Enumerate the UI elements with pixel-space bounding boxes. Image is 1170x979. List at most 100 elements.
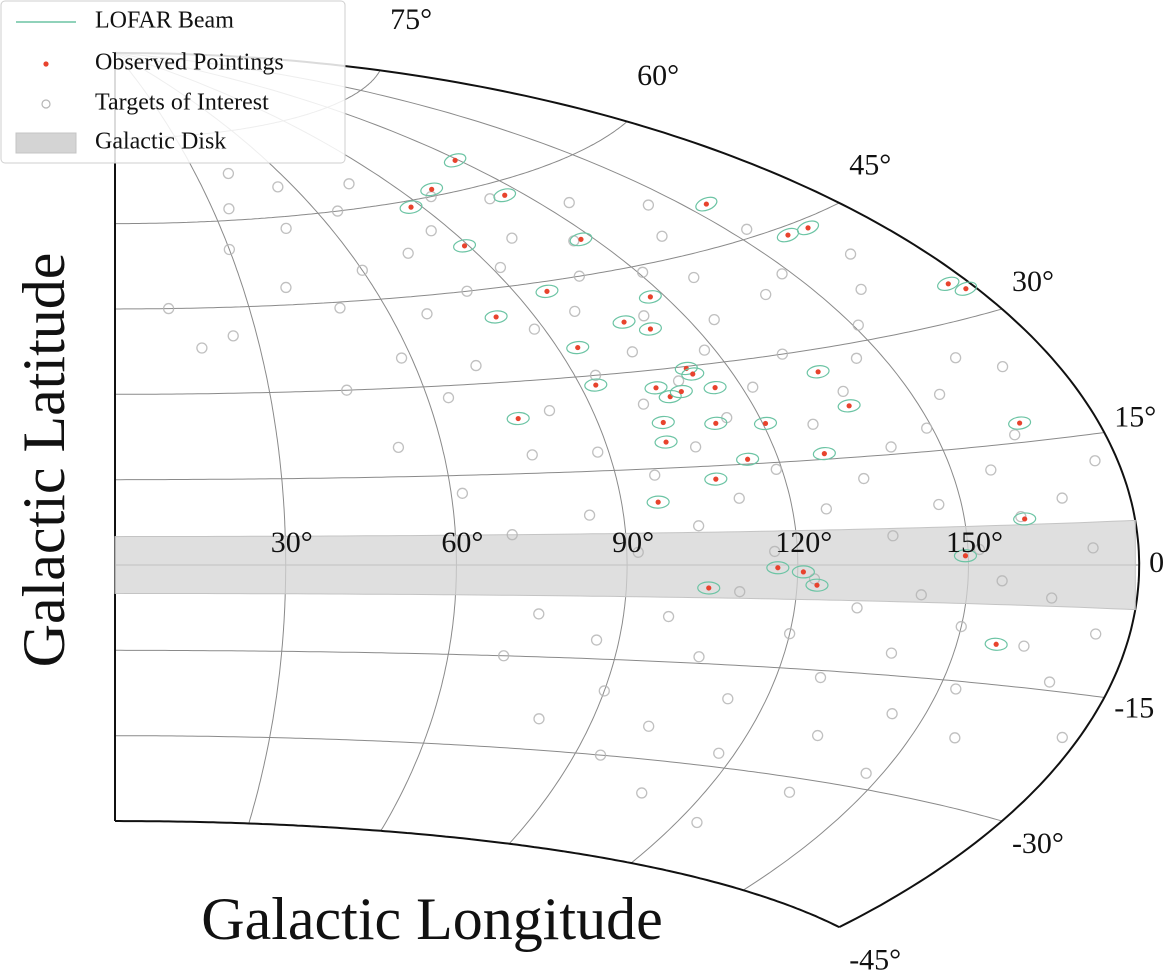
pointing-dot bbox=[461, 243, 468, 249]
target-point bbox=[814, 671, 827, 684]
grid-parallel bbox=[115, 308, 1003, 395]
pointing-dot bbox=[544, 288, 550, 294]
target-point bbox=[708, 313, 720, 326]
disk-layer bbox=[114, 519, 1136, 611]
beam-ellipse bbox=[695, 196, 718, 212]
target-point bbox=[820, 503, 832, 515]
beam-ellipse bbox=[766, 561, 790, 575]
grid-meridian bbox=[114, 52, 970, 891]
x-tick-label: 30° bbox=[271, 526, 313, 559]
pointing-dot bbox=[805, 225, 811, 231]
target-point bbox=[1043, 676, 1056, 688]
target-point bbox=[807, 418, 819, 430]
pointing-dot bbox=[963, 286, 969, 292]
pointing-dot bbox=[821, 451, 827, 457]
target-point bbox=[1009, 429, 1021, 441]
pointing-dot bbox=[762, 420, 769, 427]
legend-label: Targets of Interest bbox=[95, 90, 269, 116]
x-tick-label: 150° bbox=[946, 526, 1003, 559]
grid-layer bbox=[114, 51, 1141, 929]
grid-parallel bbox=[115, 649, 1105, 698]
galactic-disk bbox=[114, 519, 1136, 611]
target-point bbox=[395, 352, 408, 364]
target-point bbox=[776, 268, 788, 280]
target-point bbox=[642, 199, 655, 211]
target-point bbox=[1089, 455, 1101, 467]
pointing-dot bbox=[706, 585, 712, 591]
grid-meridian bbox=[114, 52, 287, 824]
y-tick-label: 30° bbox=[1012, 265, 1054, 298]
legend-label: LOFAR Beam bbox=[95, 8, 234, 34]
beam-ellipse bbox=[674, 361, 698, 376]
target-point bbox=[996, 361, 1009, 373]
target-point bbox=[1046, 592, 1058, 604]
target-point bbox=[844, 248, 857, 260]
y-tick-label: 60° bbox=[637, 59, 679, 92]
target-point bbox=[855, 283, 867, 295]
target-point bbox=[461, 285, 473, 297]
target-point bbox=[343, 178, 355, 190]
beam-ellipse bbox=[584, 378, 608, 392]
target-point bbox=[272, 181, 284, 193]
frame-right bbox=[114, 51, 1141, 928]
target-point bbox=[783, 786, 796, 798]
grid-parallel bbox=[115, 432, 1105, 481]
target-point bbox=[222, 167, 235, 180]
target-point bbox=[626, 346, 639, 358]
pointing-dot bbox=[408, 204, 414, 210]
pointing-dot bbox=[678, 388, 684, 395]
beam-ellipse bbox=[704, 416, 728, 430]
target-point bbox=[996, 575, 1008, 587]
pointing-dot bbox=[993, 641, 999, 647]
target-point bbox=[598, 685, 610, 697]
target-point bbox=[526, 449, 538, 461]
pointing-dot bbox=[814, 582, 820, 588]
target-point bbox=[456, 487, 469, 499]
target-point bbox=[592, 446, 604, 458]
pointing-dot bbox=[515, 415, 521, 422]
target-point bbox=[589, 369, 602, 381]
target-point bbox=[760, 288, 772, 301]
target-point bbox=[632, 546, 644, 558]
target-point bbox=[162, 302, 175, 315]
target-point bbox=[590, 634, 603, 646]
beam-ellipse bbox=[493, 188, 517, 203]
pointing-dot bbox=[785, 232, 791, 238]
pointing-dot bbox=[690, 371, 696, 377]
beam-ellipse bbox=[736, 452, 760, 466]
pointing-dot bbox=[945, 281, 951, 287]
target-point bbox=[594, 749, 607, 761]
target-point bbox=[506, 232, 518, 244]
beam-ellipse bbox=[806, 365, 830, 379]
y-tick-label: 0 bbox=[1149, 546, 1164, 579]
target-point bbox=[837, 385, 849, 398]
pointing-dot bbox=[1022, 516, 1028, 522]
target-point bbox=[1018, 640, 1030, 652]
grid-meridian bbox=[114, 52, 457, 832]
target-point bbox=[692, 520, 705, 532]
legend-label: Galactic Disk bbox=[95, 129, 226, 155]
target-point bbox=[662, 610, 675, 623]
target-point bbox=[533, 713, 545, 725]
beam-ellipse bbox=[646, 495, 670, 509]
x-tick-label: 60° bbox=[441, 526, 483, 559]
target-point bbox=[747, 381, 759, 393]
target-point bbox=[691, 816, 703, 829]
legend: LOFAR Beam Observed Pointings Targets of I… bbox=[0, 0, 346, 164]
beam-ellipse bbox=[638, 290, 662, 304]
target-point bbox=[356, 264, 368, 276]
target-point bbox=[649, 469, 661, 481]
target-point bbox=[643, 720, 655, 732]
target-point bbox=[543, 404, 556, 417]
beam-ellipse bbox=[1008, 416, 1032, 430]
legend-pointing-swatch bbox=[43, 61, 49, 67]
target-point bbox=[955, 620, 967, 633]
target-point bbox=[637, 398, 650, 410]
beam-ellipse bbox=[805, 578, 829, 592]
target-point bbox=[850, 352, 863, 364]
pointing-dot bbox=[962, 553, 969, 559]
labels-layer: 30° 60° 90° 120° 150° 75° 60° 45° 30° 15° 0 -15 -30°… bbox=[271, 3, 1164, 976]
frame-bottom bbox=[115, 820, 840, 929]
target-point bbox=[470, 359, 482, 372]
beam-ellipse bbox=[644, 381, 668, 395]
